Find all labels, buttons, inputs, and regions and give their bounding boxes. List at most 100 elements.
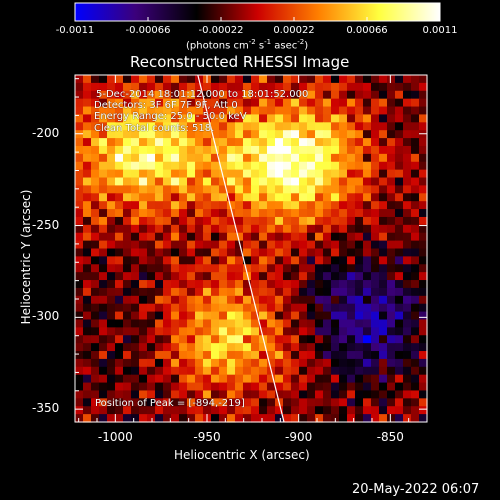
heatmap-cell <box>299 106 308 116</box>
heatmap-cell <box>99 145 108 155</box>
heatmap-cell <box>347 130 356 139</box>
heatmap-cell <box>219 224 228 234</box>
heatmap-cell <box>131 414 140 423</box>
heatmap-cell <box>75 303 84 313</box>
heatmap-cell <box>355 82 364 92</box>
heatmap-cell <box>307 185 316 194</box>
heatmap-cell <box>355 106 364 116</box>
heatmap-cell <box>259 82 268 92</box>
heatmap-cell <box>363 185 372 194</box>
heatmap-cell <box>315 303 324 313</box>
heatmap-cell <box>339 90 348 100</box>
heatmap-cell <box>219 122 228 131</box>
heatmap-cell <box>299 193 308 202</box>
heatmap-cell <box>275 130 284 139</box>
heatmap-cell <box>179 153 188 163</box>
heatmap-cell <box>395 280 404 289</box>
heatmap-cell <box>99 169 108 179</box>
heatmap-cell <box>211 90 220 100</box>
heatmap-cell <box>419 232 428 242</box>
heatmap-cell <box>163 209 172 218</box>
heatmap-cell <box>147 177 156 187</box>
heatmap-cell <box>99 327 108 336</box>
heatmap-cell <box>379 240 388 250</box>
heatmap-cell <box>259 303 268 313</box>
heatmap-cell <box>419 193 428 202</box>
heatmap-cell <box>419 75 428 84</box>
heatmap-cell <box>371 177 380 187</box>
heatmap-cell <box>363 311 372 321</box>
heatmap-cell <box>283 193 292 202</box>
heatmap-cell <box>115 280 124 289</box>
heatmap-cell <box>227 169 236 179</box>
heatmap-cell <box>75 335 84 344</box>
heatmap-cell <box>139 287 148 297</box>
heatmap-cell <box>275 122 284 131</box>
heatmap-cell <box>131 201 140 210</box>
heatmap-cell <box>387 201 396 210</box>
annotation-energy: Energy Range: 25.0 - 50.0 keV <box>94 111 247 122</box>
heatmap-cell <box>283 390 292 399</box>
heatmap-cell <box>211 272 220 281</box>
heatmap-cell <box>83 82 92 92</box>
heatmap-cell <box>259 138 268 147</box>
heatmap-cell <box>291 106 300 116</box>
heatmap-cell <box>379 98 388 108</box>
heatmap-cell <box>331 327 340 336</box>
heatmap-cell <box>83 185 92 194</box>
heatmap-cell <box>235 130 244 139</box>
heatmap-cell <box>83 216 92 226</box>
heatmap-cell <box>163 335 172 344</box>
heatmap-cell <box>147 374 156 384</box>
heatmap-cell <box>99 358 108 368</box>
heatmap-cell <box>363 327 372 336</box>
heatmap-cell <box>131 224 140 234</box>
heatmap-cell <box>195 287 204 297</box>
heatmap-cell <box>179 295 188 305</box>
heatmap-cell <box>395 138 404 147</box>
heatmap-cell <box>115 224 124 234</box>
heatmap-cell <box>251 145 260 155</box>
heatmap-cell <box>419 358 428 368</box>
heatmap-cell <box>123 193 132 202</box>
heatmap-cell <box>323 280 332 289</box>
heatmap-cell <box>355 287 364 297</box>
heatmap-cell <box>411 161 420 171</box>
heatmap-cell <box>323 138 332 147</box>
heatmap-cell <box>235 122 244 131</box>
heatmap-cell <box>211 366 220 376</box>
heatmap-cell <box>99 224 108 234</box>
y-tick-label: -350 <box>32 401 60 416</box>
heatmap-cell <box>283 287 292 297</box>
heatmap-cell <box>83 145 92 155</box>
heatmap-cell <box>83 382 92 392</box>
heatmap-cell <box>411 319 420 328</box>
heatmap-cell <box>219 287 228 297</box>
heatmap-cell <box>299 209 308 218</box>
colorbar-tick-label: 0.00022 <box>273 25 315 36</box>
heatmap-cell <box>363 280 372 289</box>
heatmap-cell <box>419 224 428 234</box>
heatmap-cell <box>339 82 348 92</box>
heatmap-cell <box>347 106 356 116</box>
heatmap-cell <box>195 153 204 163</box>
heatmap-cell <box>75 295 84 305</box>
heatmap-cell <box>307 351 316 360</box>
heatmap-cell <box>355 90 364 100</box>
heatmap-cell <box>379 114 388 123</box>
heatmap-cell <box>227 295 236 305</box>
heatmap-cell <box>243 75 252 84</box>
heatmap-cell <box>91 193 100 202</box>
heatmap-cell <box>123 414 132 423</box>
heatmap-cell <box>267 98 276 108</box>
heatmap-cell <box>403 122 412 131</box>
heatmap-cell <box>187 303 196 313</box>
heatmap-cell <box>179 209 188 218</box>
heatmap-cell <box>171 114 180 123</box>
heatmap-cell <box>203 177 212 187</box>
heatmap-cell <box>267 153 276 163</box>
heatmap-cell <box>243 280 252 289</box>
heatmap-cell <box>251 185 260 194</box>
heatmap-cell <box>315 209 324 218</box>
heatmap-cell <box>395 287 404 297</box>
